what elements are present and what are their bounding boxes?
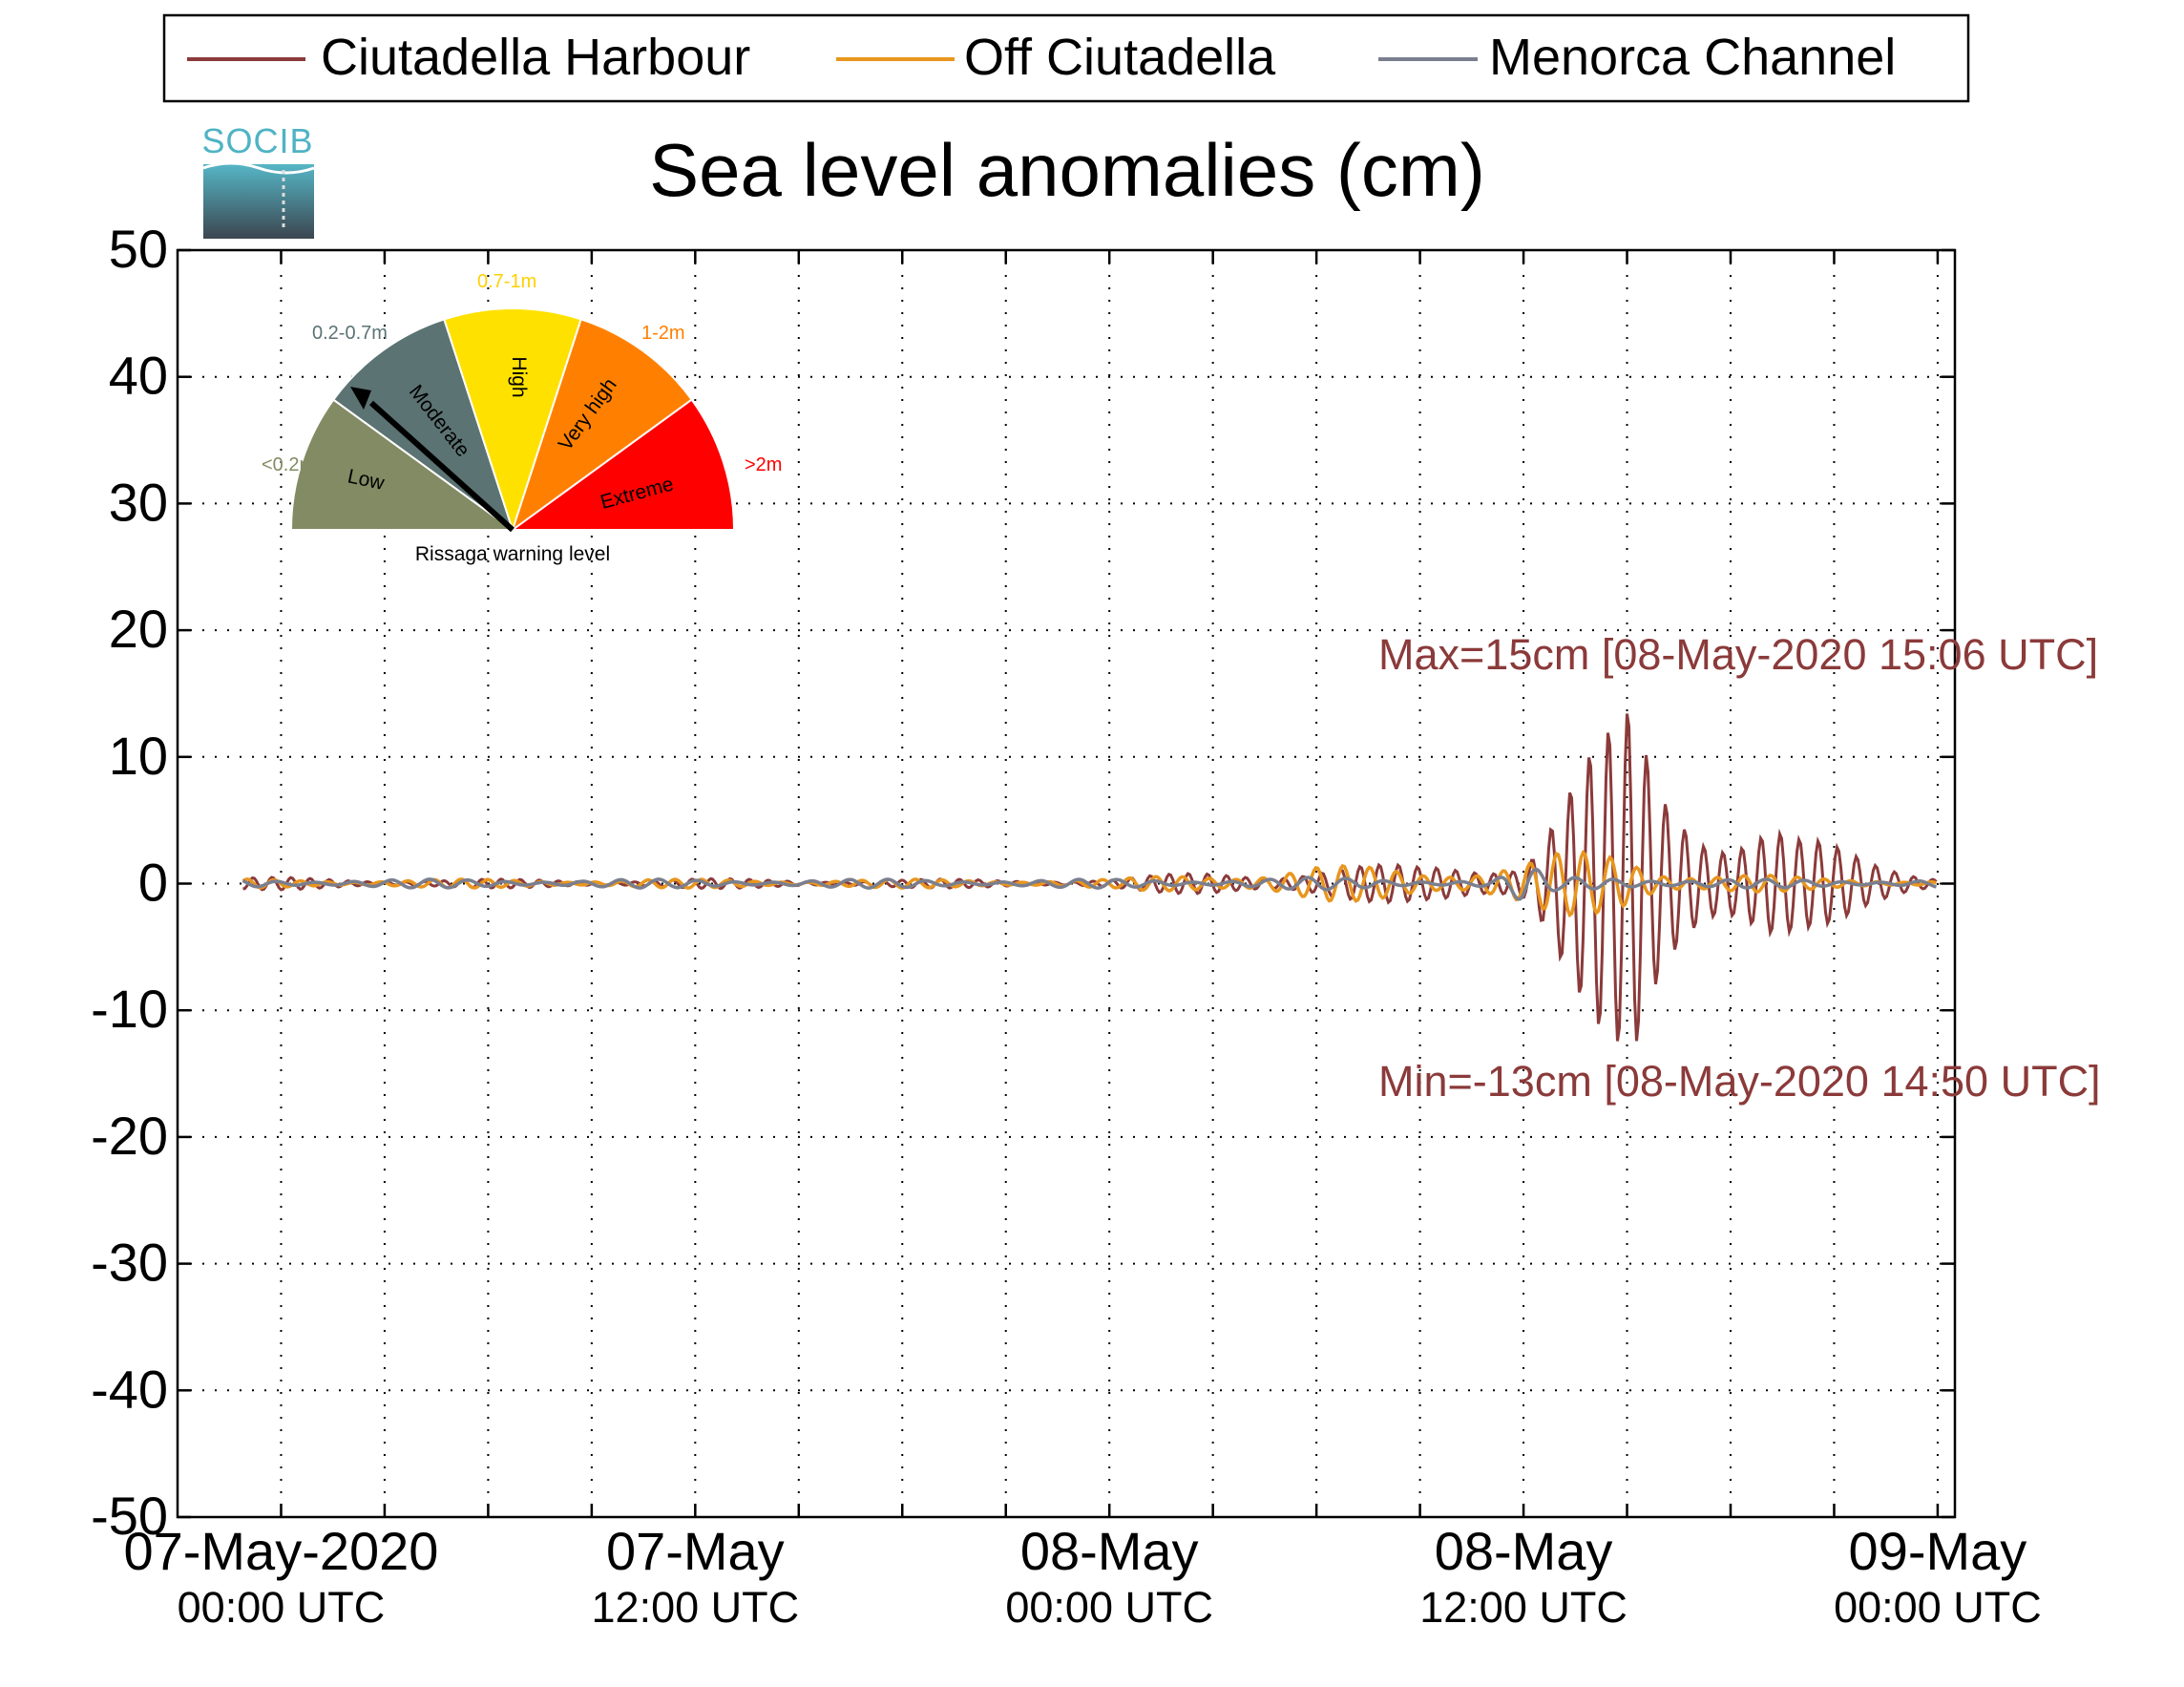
gauge-needle-arrowhead-icon: [350, 387, 371, 410]
gauge-range-low: <0.2m: [262, 454, 315, 475]
y-tick-label: 20: [109, 599, 168, 659]
socib-logo-wave-icon: [202, 161, 315, 175]
gauge-range-very-high: 1-2m: [641, 323, 685, 344]
x-tick-label-date: 08-May: [1020, 1521, 1199, 1581]
max-annotation: Max=15cm [08-May-2020 15:06 UTC]: [1378, 630, 2098, 679]
socib-logo-text: SOCIB: [201, 121, 313, 160]
socib-logo: SOCIB: [201, 121, 315, 239]
y-tick-label: -30: [91, 1233, 168, 1293]
y-tick-label: -50: [91, 1486, 168, 1546]
legend-label-off-ciutadella: Off Ciutadella: [964, 29, 1276, 86]
x-tick-label-date: 07-May: [606, 1521, 785, 1581]
gauge-segment-extreme: [509, 398, 736, 531]
y-tick-label: 10: [109, 726, 168, 786]
socib-logo-wave-block: [203, 164, 314, 239]
y-tick-label: 50: [109, 219, 168, 279]
x-tick-label-time: 00:00 UTC: [178, 1583, 386, 1632]
gauge-range-moderate: 0.2-0.7m: [312, 323, 388, 344]
legend-box: [162, 13, 1970, 103]
legend: Ciutadella Harbour Off Ciutadella Menorc…: [162, 13, 1970, 103]
x-tick-label-time: 00:00 UTC: [1834, 1583, 2042, 1632]
gauge-segment-moderate: [331, 318, 514, 533]
y-tick-label: 40: [109, 346, 168, 406]
y-tick-label: 30: [109, 472, 168, 532]
series-line-ciutadella-harbour: [242, 713, 1938, 1042]
x-tick-label-date: 07-May-2020: [123, 1521, 438, 1581]
legend-label-menorca-channel: Menorca Channel: [1489, 29, 1896, 86]
series-line-menorca-channel: [242, 867, 1937, 901]
series-layer: [242, 713, 1938, 1042]
gauge-segment-very-high: [511, 318, 694, 533]
legend-label-ciutadella-harbour: Ciutadella Harbour: [321, 29, 750, 86]
gauge-range-high: 0.7-1m: [477, 271, 536, 292]
x-tick-label-date: 08-May: [1435, 1521, 1613, 1581]
rissaga-gauge: Low Moderate High Very high Extreme <0.2…: [262, 271, 782, 565]
y-axis: 50 40 30 20 10 0 -10 -20 -30 -40 -50: [91, 219, 1955, 1546]
gauge-caption: Rissaga warning level: [415, 543, 610, 565]
gauge-segment-low: [289, 398, 516, 531]
y-tick-label: -40: [91, 1359, 168, 1419]
x-tick-label-time: 12:00 UTC: [1419, 1583, 1628, 1632]
gauge-label-high: High: [508, 356, 530, 397]
y-tick-label: 0: [138, 853, 168, 913]
x-tick-label-time: 12:00 UTC: [592, 1583, 800, 1632]
min-annotation: Min=-13cm [08-May-2020 14:50 UTC]: [1378, 1057, 2101, 1106]
y-tick-label: -10: [91, 979, 168, 1039]
x-tick-label-date: 09-May: [1849, 1521, 2027, 1581]
y-tick-label: -20: [91, 1106, 168, 1166]
x-tick-label-time: 00:00 UTC: [1005, 1583, 1213, 1632]
chart-title: Sea level anomalies (cm): [649, 128, 1485, 212]
gauge-needle: [368, 400, 515, 533]
gauge-range-extreme: >2m: [745, 454, 782, 475]
gauge-segment-high: [443, 307, 582, 534]
